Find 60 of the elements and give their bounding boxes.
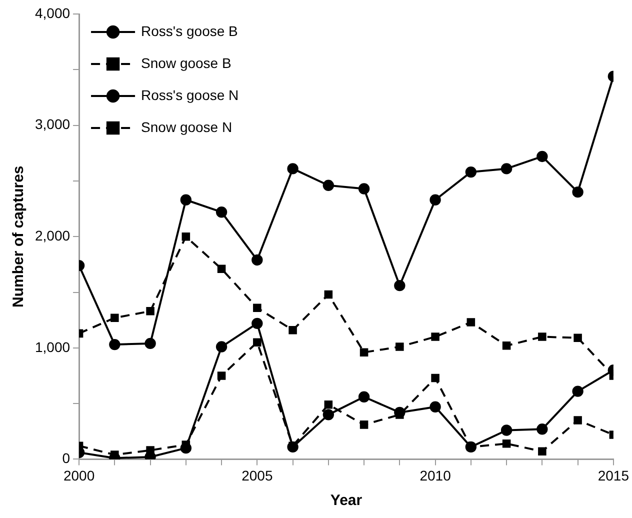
point <box>110 314 119 322</box>
point <box>216 341 228 352</box>
point <box>358 183 370 194</box>
point <box>360 348 368 356</box>
point <box>358 391 370 402</box>
legend-label: Ross's goose N <box>141 86 239 103</box>
point <box>396 342 404 351</box>
point <box>109 338 120 350</box>
x-axis-title: Year <box>330 492 362 510</box>
legend-label: Snow goose N <box>141 118 232 135</box>
point <box>252 254 263 266</box>
point <box>146 446 154 454</box>
point <box>431 374 440 382</box>
point <box>253 338 262 346</box>
point <box>500 424 512 436</box>
point <box>536 150 548 162</box>
point <box>144 338 156 350</box>
point <box>538 332 546 341</box>
y-tick-label: 3,000 <box>34 116 70 132</box>
point <box>465 166 477 178</box>
point <box>394 280 406 292</box>
point <box>502 439 511 448</box>
y-axis-title: Number of captures <box>10 166 28 308</box>
x-tick-label: 2010 <box>420 467 452 484</box>
point <box>252 318 263 330</box>
point <box>430 401 441 412</box>
y-tick-label: 2,000 <box>34 227 70 244</box>
x-tick-label: 2015 <box>598 467 630 484</box>
point <box>538 447 546 456</box>
point <box>430 194 441 206</box>
point <box>253 304 262 312</box>
y-tick-label: 4,000 <box>34 4 70 21</box>
point <box>324 290 333 299</box>
point <box>500 163 512 174</box>
point <box>572 386 584 397</box>
point <box>288 326 297 334</box>
point <box>217 372 226 380</box>
point <box>572 186 584 198</box>
y-tick-label: 1,000 <box>34 338 70 355</box>
point <box>536 424 548 435</box>
point <box>180 194 192 206</box>
point <box>324 400 333 409</box>
point <box>466 318 476 326</box>
legend-label: Ross's goose B <box>141 22 238 39</box>
point <box>217 264 226 274</box>
point <box>322 409 334 420</box>
legend-label: Snow goose B <box>141 54 232 71</box>
point <box>574 416 582 424</box>
x-tick-label: 2005 <box>242 467 273 484</box>
point <box>431 332 440 341</box>
point <box>322 180 334 191</box>
point <box>146 307 154 316</box>
point <box>182 232 190 241</box>
y-tick-label: 0 <box>62 450 70 466</box>
point <box>216 206 228 218</box>
point <box>574 334 582 342</box>
point <box>287 163 298 174</box>
point <box>360 420 368 429</box>
point <box>502 342 511 350</box>
x-tick-label: 2000 <box>63 467 95 484</box>
